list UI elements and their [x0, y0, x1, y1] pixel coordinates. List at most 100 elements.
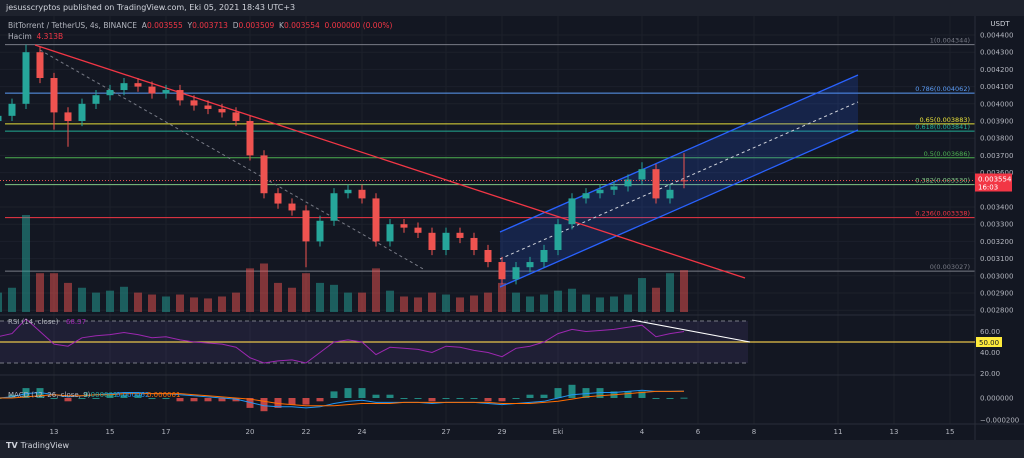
fib-level-label: 0.618(0.003841) — [915, 123, 970, 131]
price-tick-label: 0.003300 — [980, 221, 1013, 229]
macd-histogram-bar — [36, 388, 44, 398]
time-tick-label: 24 — [358, 428, 367, 436]
dashed-trendline[interactable] — [39, 49, 426, 271]
candle-body — [302, 210, 310, 242]
macd-histogram-bar — [330, 391, 338, 398]
red-trendline[interactable] — [34, 44, 746, 279]
macd-histogram-bar — [302, 398, 310, 405]
rsi-title: RSI (14, close) — [8, 318, 59, 326]
macd-histogram-bar — [120, 394, 128, 398]
price-axis[interactable]: USDT 0.004400 0.004300 0.004200 0.004100 0.00… — [0, 20, 1019, 425]
low-value: 0.003509 — [238, 21, 275, 30]
macd-histogram-bar — [470, 398, 478, 399]
chart-canvas[interactable]: 1(0.004344) 0.786(0.004062) 0.65(0.003883)… — [0, 16, 1024, 440]
open-label: A — [141, 21, 147, 30]
close-value: 0.003554 — [283, 21, 320, 30]
rsi-value: 68.37 — [66, 318, 86, 326]
volume-bar — [624, 294, 632, 312]
candle-body — [568, 198, 576, 225]
macd-histogram-bar — [596, 388, 604, 398]
time-tick-label: 27 — [442, 428, 451, 436]
time-axis[interactable]: 13 15 17 20 22 24 27 29 Eki 4 6 8 11 13 15 — [50, 428, 955, 436]
volume-bar — [428, 292, 436, 312]
symbol-legend: BitTorrent / TetherUS, 4s, BINANCE A 0.00… — [8, 20, 392, 42]
price-tick-label: 0.004100 — [980, 83, 1013, 91]
tradingview-branding[interactable]: TV TradingView — [6, 441, 69, 450]
last-price-badge — [975, 173, 1012, 192]
candle-body — [428, 232, 436, 250]
volume-bar — [302, 273, 310, 312]
volume-bar — [638, 278, 646, 312]
macd-histogram-bar — [134, 394, 142, 398]
macd-histogram-bar — [400, 398, 408, 399]
channel-fill — [500, 75, 858, 287]
rsi-mid-label: 50.00 — [979, 339, 999, 347]
macd-histogram-bar — [148, 398, 156, 399]
candles — [0, 44, 688, 285]
volume-bars — [0, 215, 688, 312]
volume-bar — [484, 292, 492, 312]
volume-bar — [554, 290, 562, 312]
volume-bar — [22, 215, 30, 312]
tradingview-logo-icon: TV — [6, 441, 18, 450]
fib-level-label: 0(0.003027) — [930, 263, 970, 271]
volume-bar — [386, 290, 394, 312]
volume-bar — [568, 288, 576, 312]
candle-body — [596, 189, 604, 194]
volume-bar — [414, 297, 422, 312]
macd-histogram-bar — [106, 394, 114, 398]
candle-body — [400, 224, 408, 228]
macd-hist-value: 0.000001 — [84, 391, 117, 399]
macd-line-value: 0.000062 — [116, 391, 149, 399]
fib-retracement[interactable]: 1(0.004344) 0.786(0.004062) 0.65(0.003883)… — [5, 37, 975, 272]
volume-bar — [344, 292, 352, 312]
macd-histogram-bar — [540, 394, 548, 398]
candle-body — [442, 232, 450, 250]
parallel-channel[interactable] — [499, 74, 859, 288]
candle-body — [274, 193, 282, 204]
candle-body — [176, 90, 184, 101]
macd-histogram-bar — [414, 398, 422, 399]
high-label: Y — [187, 21, 193, 30]
candle-body — [554, 224, 562, 250]
candle-body — [22, 52, 30, 104]
macd-title: MACD (12, 26, close, 9) — [8, 391, 91, 399]
price-tick-label: 0.003400 — [980, 204, 1013, 212]
volume-bar — [232, 292, 240, 312]
candle-body — [92, 95, 100, 104]
volume-bar — [498, 282, 506, 312]
volume-bar — [134, 292, 142, 312]
macd-histogram-bar — [568, 384, 576, 398]
rsi-line — [0, 318, 685, 364]
volume-bar — [0, 292, 2, 312]
candle-body — [610, 186, 618, 190]
symbol-name[interactable]: BitTorrent / TetherUS, 4s, BINANCE — [8, 21, 138, 30]
macd-signal-value: 0.000061 — [147, 391, 180, 399]
candle-body — [162, 90, 170, 94]
macd-histogram-bar — [232, 398, 240, 402]
candle-body — [386, 224, 394, 242]
candle-body — [470, 237, 478, 250]
macd-histogram-bar — [554, 388, 562, 398]
candle-body — [526, 262, 534, 268]
candle-body — [106, 90, 114, 96]
rsi-trendline — [631, 319, 751, 343]
volume-bar — [666, 273, 674, 312]
change-value: 0.000000 (0.00%) — [324, 21, 393, 30]
macd-line — [0, 389, 685, 409]
countdown-timer: 16:03 — [978, 184, 998, 192]
channel-lower-line — [499, 129, 859, 288]
macd-histogram-bar — [260, 398, 268, 412]
price-tick-label: 0.003700 — [980, 152, 1013, 160]
low-label: D — [232, 21, 239, 30]
candle-body — [288, 203, 296, 211]
macd-histogram-bar — [204, 398, 212, 402]
macd-histogram-bar — [344, 388, 352, 398]
volume-bar — [64, 282, 72, 312]
macd-histogram-bar — [316, 398, 324, 402]
volume-bar — [190, 297, 198, 312]
macd-histogram-bar — [64, 398, 72, 402]
volume-bar — [456, 297, 464, 312]
candle-body — [260, 155, 268, 194]
candle-body — [50, 78, 58, 113]
